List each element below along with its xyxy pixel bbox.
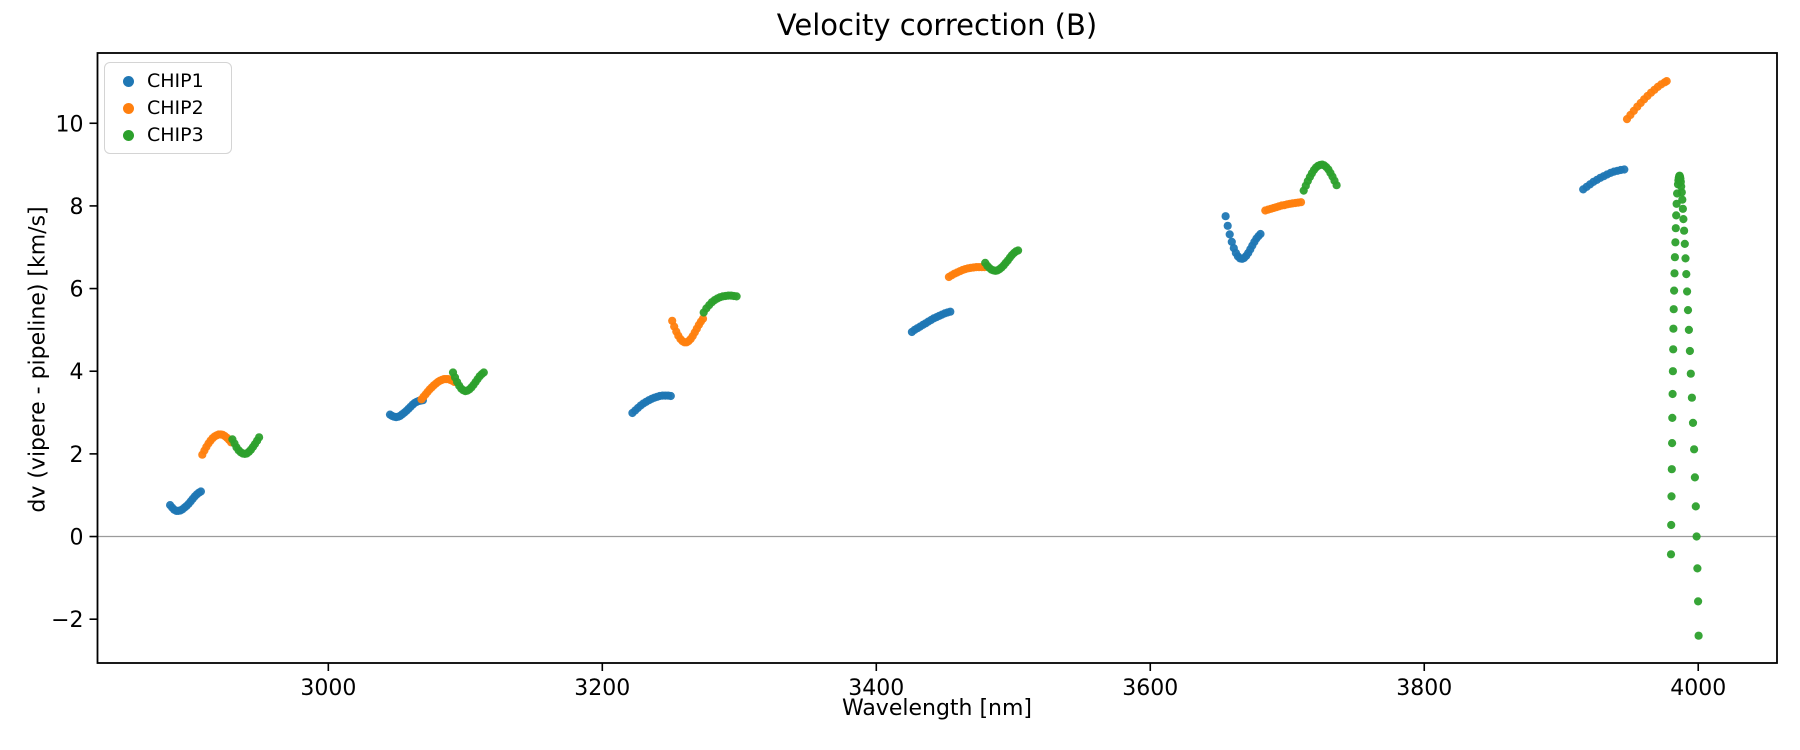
x-tick-label: 3200 [574, 676, 630, 701]
y-tick-label: 6 [70, 278, 84, 303]
x-tick-label: 4000 [1670, 676, 1726, 701]
y-tick-label: 2 [70, 443, 84, 468]
x-tick-label: 3000 [300, 676, 356, 701]
x-axis-label: Wavelength [nm] [841, 696, 1033, 721]
series-chip3-points [228, 160, 1703, 640]
y-tick-label: 10 [56, 112, 84, 137]
legend-label: CHIP2 [147, 97, 204, 119]
axes-spines [96, 52, 1778, 664]
chip1-marker-icon [123, 75, 134, 87]
legend-label: CHIP3 [147, 124, 204, 146]
series-chip2-points [198, 77, 1671, 459]
chart-title: Velocity correction (B) [776, 8, 1098, 42]
legend-label: CHIP1 [147, 70, 204, 92]
x-tick-label: 3600 [1122, 676, 1178, 701]
x-tick-label: 3800 [1396, 676, 1452, 701]
y-tick-label: 8 [70, 195, 84, 220]
y-tick-label: −2 [51, 608, 83, 633]
legend: CHIP1 CHIP2 CHIP3 [104, 62, 232, 154]
chip2-marker-icon [123, 102, 134, 114]
y-tick-label: 4 [70, 360, 84, 385]
y-tick-label: 0 [70, 526, 84, 551]
x-tick-label: 3400 [848, 676, 904, 701]
legend-item-chip3: CHIP3 [115, 124, 219, 146]
chip3-marker-icon [123, 129, 134, 141]
legend-item-chip1: CHIP1 [115, 70, 219, 92]
series-chip1-points [166, 165, 1629, 515]
legend-item-chip2: CHIP2 [115, 97, 219, 119]
